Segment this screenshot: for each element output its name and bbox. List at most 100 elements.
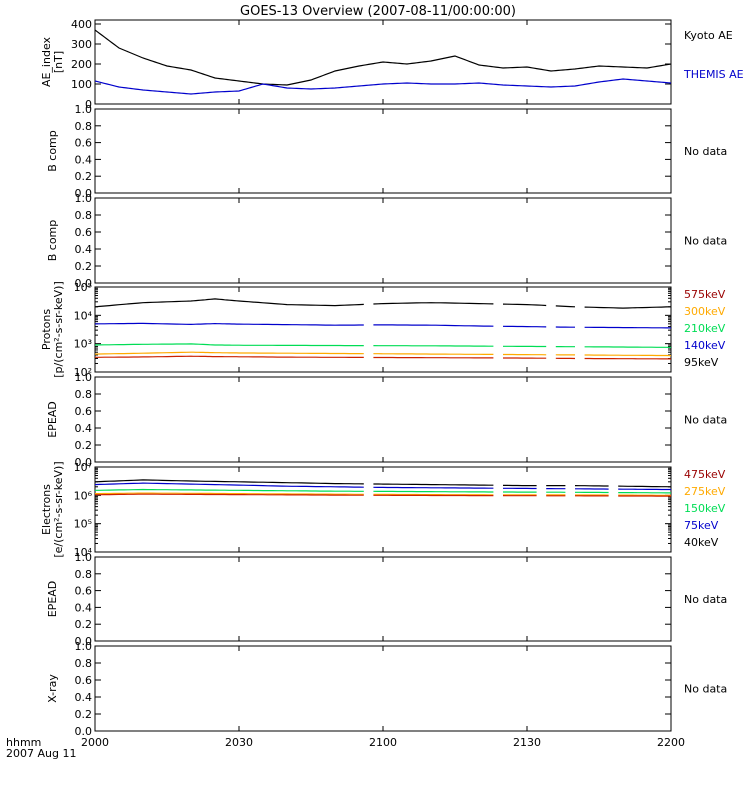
chart-title: GOES-13 Overview (2007-08-11/00:00:00) [240,4,516,19]
y-axis-label: Protons [40,309,53,350]
series-line-275kev [95,492,671,496]
y-axis-label: EPEAD [46,401,59,438]
legend-entry: 150keV [684,502,726,515]
panel-epead2: 0.0 0.2 0.4 0.6 0.8 1.0 EPEAD No data [46,551,727,648]
series-line-40kev [94,479,672,488]
y-tick-label: 200 [71,58,92,71]
legend-entry: 210keV [684,322,726,335]
legend-entry: 275keV [684,485,726,498]
y-tick-label: 0.0 [75,456,93,469]
panel-xray: 0.0 0.2 0.4 0.6 0.8 1.0 X-ray No data [46,640,727,738]
legend-entry: 475keV [684,468,726,481]
panel-epead1: 0.0 0.2 0.4 0.6 0.8 1.0 EPEAD No data [46,371,727,469]
y-tick-label: 0.2 [75,170,93,183]
panel-frame [94,286,672,373]
series-line-300kev [94,351,672,357]
y-tick-label: 0.6 [75,226,93,239]
y-tick-label: 10⁴ [74,309,93,322]
x-tick-label: 2100 [369,736,397,749]
y-tick-label: 0.0 [75,635,93,648]
y-tick-label: 10⁶ [74,489,93,502]
series-line-150kev [95,488,671,494]
y-tick-label: 0.6 [75,405,93,418]
y-tick-label: 0.4 [75,691,93,704]
y-tick-label: 0.2 [75,260,93,273]
legend-entry: 95keV [684,356,719,369]
legend-entry: 75keV [684,519,719,532]
y-tick-label: 0.4 [75,601,93,614]
footer-date: 2007 Aug 11 [6,747,76,760]
y-tick-label: 10⁵ [74,281,92,294]
y-axis-label: X-ray [46,674,59,703]
x-axis: 2000 2030 2100 2130 2200 [81,736,685,749]
y-tick-label: 0.4 [75,422,93,435]
panel-frame [94,556,672,642]
y-tick-label: 0.2 [75,708,93,721]
y-axis-label: [e/(cm²-s-sr-keV)] [52,461,65,557]
panel-frame [94,645,672,732]
y-tick-label: 0.8 [75,388,93,401]
y-tick-label: 1.0 [75,551,93,564]
series-line-210kev [94,343,672,348]
x-tick-label: 2030 [225,736,253,749]
x-tick-label: 2000 [81,736,109,749]
y-axis-label: B comp [46,130,59,172]
no-data-label: No data [684,414,727,427]
series-line-575kev [95,355,671,360]
y-tick-label: 0 [85,98,92,111]
panel-electrons: 10⁴ 10⁵ 10⁶ 10⁷ Electrons [e/(cm²-s-sr-keV)] 4… [40,461,726,559]
y-axis-label: EPEAD [46,581,59,618]
panel-bcomp1: 0.0 0.2 0.4 0.6 0.8 1.0 B comp No data [46,103,727,200]
panel-frame [94,466,672,553]
y-tick-label: 0.0 [75,277,93,290]
y-axis-label: AE_index [40,36,53,87]
y-tick-label: 10² [74,366,92,379]
y-tick-label: 0.2 [75,618,93,631]
y-tick-label: 1.0 [75,192,93,205]
y-tick-label: 0.4 [75,153,93,166]
no-data-label: No data [684,235,727,248]
y-tick-label: 0.4 [75,243,93,256]
panel-frame [94,197,672,284]
panel-frame [94,376,672,463]
legend-entry: Kyoto AE [684,29,733,42]
panel-frame [94,108,672,194]
y-axis-label: B comp [46,220,59,262]
y-tick-label: 400 [71,18,92,31]
y-tick-label: 0.6 [75,674,93,687]
panel-protons: 10² 10³ 10⁴ 10⁵ Protons [p/(cm²-s-sr-keV)] 575… [40,281,726,379]
y-axis-label: [p/(cm²-s-sr-keV)] [52,281,65,378]
no-data-label: No data [684,593,727,606]
y-tick-label: 10⁷ [74,461,92,474]
y-tick-label: 0.8 [75,209,93,222]
y-tick-label: 0.6 [75,585,93,598]
y-tick-label: 100 [71,78,92,91]
y-tick-label: 0.6 [75,137,93,150]
series-line-75kev [94,482,671,491]
series-line-kyoto-ae [94,29,672,86]
y-tick-label: 10⁴ [74,546,93,559]
legend-entry: 575keV [684,288,726,301]
series-line-475kev [95,493,671,497]
y-tick-label: 10⁵ [74,518,92,531]
y-tick-label: 1.0 [75,103,93,116]
y-axis-label: [nT] [52,51,65,73]
panels: 0 100 200 300 400 AE_index [nT] Kyoto AE THEMIS … [40,18,744,738]
footer-time-format: hhmm [6,736,41,749]
y-tick-label: 0.0 [75,187,93,200]
y-tick-label: 1.0 [75,640,93,653]
y-tick-label: 0.8 [75,120,93,133]
no-data-label: No data [684,683,727,696]
series-line-themis-ae [94,78,672,95]
x-tick-label: 2200 [657,736,685,749]
y-tick-label: 0.8 [75,568,93,581]
no-data-label: No data [684,145,727,158]
y-axis-label: Electrons [40,484,53,535]
y-tick-label: 300 [71,38,92,51]
legend-entry: THEMIS AE [683,68,744,81]
y-tick-label: 10³ [74,338,92,351]
panel-ae: 0 100 200 300 400 AE_index [nT] Kyoto AE THEMIS … [40,18,744,111]
y-tick-label: 0.2 [75,439,93,452]
x-tick-label: 2130 [513,736,541,749]
